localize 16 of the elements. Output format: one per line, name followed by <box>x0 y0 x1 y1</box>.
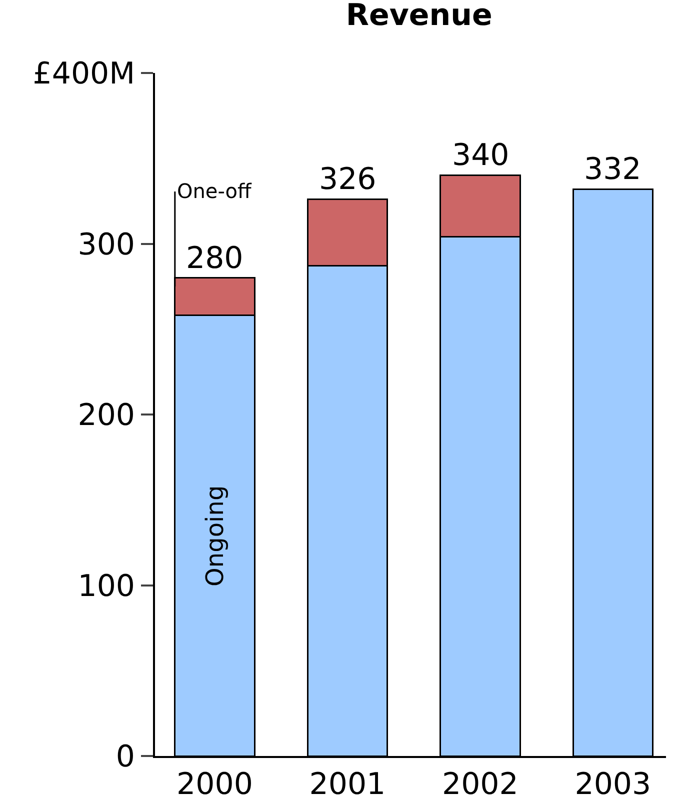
y-tick-label: 100 <box>78 568 135 604</box>
y-tick-label: 0 <box>116 740 135 774</box>
total-label: 280 <box>186 241 244 276</box>
total-label: 340 <box>452 138 510 173</box>
y-tick-label: £400M <box>32 56 135 92</box>
y-tick-label: 200 <box>78 398 135 433</box>
total-label: 332 <box>584 152 642 187</box>
y-tick-label: 300 <box>78 227 135 262</box>
x-tick-label: 2003 <box>574 767 652 802</box>
series-label: Ongoing <box>201 485 229 586</box>
total-label: 326 <box>319 162 376 197</box>
x-tick-label: 2002 <box>442 767 518 802</box>
chart-title: Revenue <box>346 0 492 34</box>
x-tick-label: 2001 <box>309 767 386 802</box>
text: One-off <box>177 179 253 203</box>
x-tick-label: 2000 <box>176 767 253 802</box>
